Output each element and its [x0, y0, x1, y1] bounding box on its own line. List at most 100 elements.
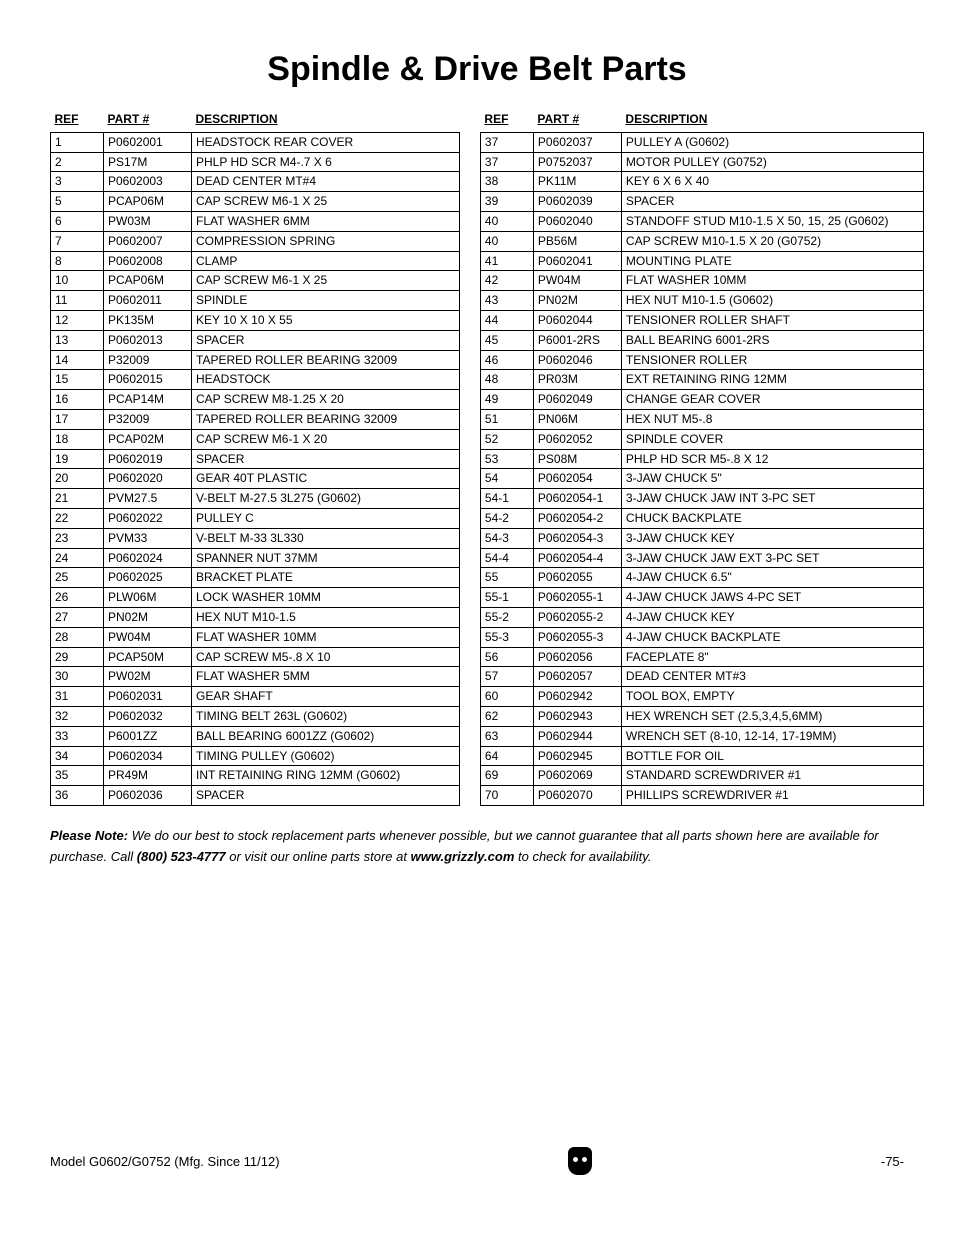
cell-desc: KEY 10 X 10 X 55 — [192, 310, 460, 330]
cell-ref: 46 — [480, 350, 533, 370]
cell-ref: 21 — [51, 489, 104, 509]
table-row: 46P0602046TENSIONER ROLLER — [480, 350, 923, 370]
cell-desc: TAPERED ROLLER BEARING 32009 — [192, 409, 460, 429]
table-row: 1P0602001HEADSTOCK REAR COVER — [51, 132, 460, 152]
cell-part: P0602001 — [104, 132, 192, 152]
cell-desc: SPACER — [192, 330, 460, 350]
cell-desc: SPANNER NUT 37MM — [192, 548, 460, 568]
cell-part: P32009 — [104, 350, 192, 370]
table-row: 26PLW06MLOCK WASHER 10MM — [51, 588, 460, 608]
cell-part: P0602057 — [533, 667, 621, 687]
cell-ref: 51 — [480, 409, 533, 429]
cell-part: PN02M — [533, 291, 621, 311]
cell-desc: 3-JAW CHUCK JAW INT 3-PC SET — [621, 489, 923, 509]
cell-ref: 31 — [51, 687, 104, 707]
cell-part: P0602054-4 — [533, 548, 621, 568]
cell-ref: 43 — [480, 291, 533, 311]
cell-part: PR03M — [533, 370, 621, 390]
cell-part: P0602008 — [104, 251, 192, 271]
table-row: 12PK135MKEY 10 X 10 X 55 — [51, 310, 460, 330]
table-row: 15P0602015HEADSTOCK — [51, 370, 460, 390]
table-row: 54-4P0602054-43-JAW CHUCK JAW EXT 3-PC S… — [480, 548, 923, 568]
cell-part: PCAP14M — [104, 390, 192, 410]
table-row: 2PS17MPHLP HD SCR M4-.7 X 6 — [51, 152, 460, 172]
cell-ref: 39 — [480, 192, 533, 212]
cell-part: P0602013 — [104, 330, 192, 350]
cell-desc: BALL BEARING 6001-2RS — [621, 330, 923, 350]
cell-ref: 63 — [480, 726, 533, 746]
cell-desc: CLAMP — [192, 251, 460, 271]
cell-desc: FLAT WASHER 5MM — [192, 667, 460, 687]
cell-desc: HEX WRENCH SET (2.5,3,4,5,6MM) — [621, 706, 923, 726]
cell-desc: BRACKET PLATE — [192, 568, 460, 588]
cell-desc: MOTOR PULLEY (G0752) — [621, 152, 923, 172]
cell-ref: 44 — [480, 310, 533, 330]
table-row: 19P0602019SPACER — [51, 449, 460, 469]
table-header-row: REF PART # DESCRIPTION — [480, 109, 923, 132]
table-row: 55P06020554-JAW CHUCK 6.5" — [480, 568, 923, 588]
cell-desc: STANDOFF STUD M10-1.5 X 50, 15, 25 (G060… — [621, 211, 923, 231]
cell-part: P0602055-1 — [533, 588, 621, 608]
cell-desc: 4-JAW CHUCK BACKPLATE — [621, 627, 923, 647]
table-row: 28PW04MFLAT WASHER 10MM — [51, 627, 460, 647]
cell-desc: 4-JAW CHUCK 6.5" — [621, 568, 923, 588]
cell-ref: 62 — [480, 706, 533, 726]
cell-desc: FACEPLATE 8" — [621, 647, 923, 667]
table-row: 62P0602943HEX WRENCH SET (2.5,3,4,5,6MM) — [480, 706, 923, 726]
cell-ref: 20 — [51, 469, 104, 489]
header-desc: DESCRIPTION — [192, 109, 460, 132]
cell-part: P0602040 — [533, 211, 621, 231]
cell-part: PCAP06M — [104, 271, 192, 291]
cell-desc: TAPERED ROLLER BEARING 32009 — [192, 350, 460, 370]
cell-ref: 27 — [51, 607, 104, 627]
table-row: 18PCAP02MCAP SCREW M6-1 X 20 — [51, 429, 460, 449]
table-row: 24P0602024SPANNER NUT 37MM — [51, 548, 460, 568]
cell-ref: 49 — [480, 390, 533, 410]
cell-ref: 55-2 — [480, 607, 533, 627]
table-row: 55-1P0602055-14-JAW CHUCK JAWS 4-PC SET — [480, 588, 923, 608]
cell-part: P0602070 — [533, 786, 621, 806]
cell-ref: 30 — [51, 667, 104, 687]
table-row: 57P0602057DEAD CENTER MT#3 — [480, 667, 923, 687]
cell-ref: 22 — [51, 508, 104, 528]
cell-ref: 12 — [51, 310, 104, 330]
cell-ref: 45 — [480, 330, 533, 350]
cell-desc: GEAR 40T PLASTIC — [192, 469, 460, 489]
cell-ref: 54-2 — [480, 508, 533, 528]
table-row: 69P0602069STANDARD SCREWDRIVER #1 — [480, 766, 923, 786]
cell-ref: 55 — [480, 568, 533, 588]
table-row: 29PCAP50MCAP SCREW M5-.8 X 10 — [51, 647, 460, 667]
cell-desc: DEAD CENTER MT#3 — [621, 667, 923, 687]
table-row: 64P0602945BOTTLE FOR OIL — [480, 746, 923, 766]
cell-part: PB56M — [533, 231, 621, 251]
footnote-body2: or visit our online parts store at — [226, 849, 411, 864]
table-row: 44P0602044TENSIONER ROLLER SHAFT — [480, 310, 923, 330]
cell-desc: CAP SCREW M6-1 X 25 — [192, 192, 460, 212]
table-row: 54P06020543-JAW CHUCK 5" — [480, 469, 923, 489]
cell-ref: 5 — [51, 192, 104, 212]
cell-part: P0602054-2 — [533, 508, 621, 528]
cell-ref: 42 — [480, 271, 533, 291]
cell-ref: 32 — [51, 706, 104, 726]
cell-part: P0602944 — [533, 726, 621, 746]
cell-part: PCAP06M — [104, 192, 192, 212]
table-row: 51PN06MHEX NUT M5-.8 — [480, 409, 923, 429]
cell-ref: 33 — [51, 726, 104, 746]
page-title: Spindle & Drive Belt Parts — [50, 50, 904, 89]
table-row: 35PR49MINT RETAINING RING 12MM (G0602) — [51, 766, 460, 786]
cell-part: P0602034 — [104, 746, 192, 766]
table-row: 22P0602022PULLEY C — [51, 508, 460, 528]
cell-part: PS08M — [533, 449, 621, 469]
cell-part: P0602055-3 — [533, 627, 621, 647]
table-row: 40PB56MCAP SCREW M10-1.5 X 20 (G0752) — [480, 231, 923, 251]
cell-part: PW04M — [104, 627, 192, 647]
tables-container: REF PART # DESCRIPTION 1P0602001HEADSTOC… — [50, 109, 904, 806]
cell-desc: MOUNTING PLATE — [621, 251, 923, 271]
cell-ref: 35 — [51, 766, 104, 786]
cell-part: P0602052 — [533, 429, 621, 449]
cell-part: P0602056 — [533, 647, 621, 667]
cell-part: P6001ZZ — [104, 726, 192, 746]
cell-desc: SPACER — [192, 449, 460, 469]
cell-ref: 54-3 — [480, 528, 533, 548]
footnote-site: www.grizzly.com — [411, 849, 515, 864]
